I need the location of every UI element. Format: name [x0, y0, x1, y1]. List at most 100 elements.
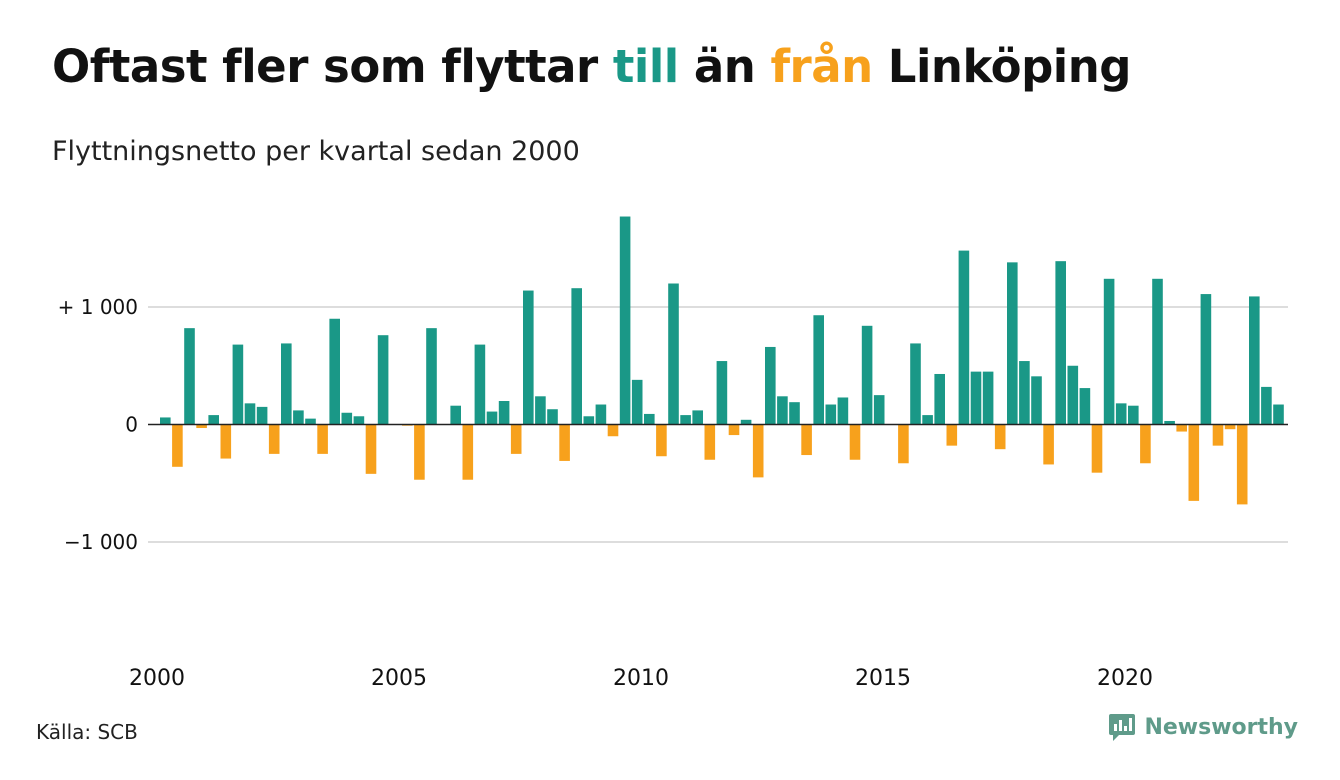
bar [220, 424, 232, 459]
bar [644, 413, 655, 425]
bar [414, 424, 425, 480]
bar [160, 417, 171, 425]
bar [728, 424, 740, 436]
bar [450, 405, 461, 425]
bar [1200, 294, 1212, 425]
bar [873, 395, 885, 425]
bar [559, 424, 570, 461]
bar [1091, 424, 1103, 473]
bar [752, 424, 764, 478]
bar [801, 424, 812, 456]
title-highlight-till: till [612, 40, 679, 93]
x-tick-label: 2015 [855, 666, 911, 691]
bar [1115, 403, 1127, 425]
bar [281, 343, 292, 425]
bar [1188, 424, 1200, 501]
y-tick-label: 0 [125, 413, 138, 437]
brand-name: Newsworthy [1144, 714, 1298, 740]
bar [474, 344, 486, 425]
gridlines [148, 306, 1288, 543]
bar [1261, 386, 1272, 425]
bar [1055, 261, 1066, 425]
bar [765, 346, 776, 425]
bar [777, 396, 788, 425]
y-axis-labels: + 1 000 0 −1 000 [58, 295, 138, 554]
bar [849, 424, 861, 460]
bar [1103, 278, 1115, 425]
bar [486, 411, 498, 425]
bar [910, 343, 921, 425]
bar [317, 424, 328, 454]
bar [1031, 376, 1042, 425]
bar [462, 424, 474, 480]
bar [1273, 404, 1284, 425]
bar [619, 216, 631, 425]
bar [510, 424, 522, 454]
bar [377, 335, 389, 425]
bar [1236, 424, 1248, 505]
bar [365, 424, 377, 474]
bar [535, 396, 546, 425]
bar [692, 410, 703, 425]
bar [523, 290, 534, 425]
bar [607, 424, 619, 437]
bar [1224, 424, 1236, 430]
bar [353, 416, 365, 425]
bar [268, 424, 280, 454]
bar [716, 361, 728, 425]
x-axis-labels: 2000 2005 2010 2015 2020 [129, 666, 1153, 691]
bar [256, 406, 268, 425]
source-note: Källa: SCB [36, 720, 138, 744]
bar [946, 424, 958, 446]
bar [329, 318, 340, 425]
bar [184, 328, 195, 425]
bar [1249, 296, 1260, 425]
bar [426, 328, 437, 425]
chart-title: Oftast fler som flyttar till än från Lin… [52, 40, 1131, 93]
bar [656, 424, 667, 457]
bar [740, 419, 752, 425]
bar [958, 250, 970, 425]
title-part-3: Linköping [872, 40, 1132, 93]
bar [208, 415, 219, 425]
bars [160, 216, 1284, 505]
bar [970, 371, 982, 425]
bar [1079, 388, 1091, 425]
bar [1140, 424, 1151, 464]
bar [813, 315, 824, 425]
bar [982, 371, 994, 425]
bar [994, 424, 1006, 450]
bar [680, 415, 691, 425]
brand-logo: Newsworthy [1108, 712, 1298, 742]
bar [293, 410, 304, 425]
bar [244, 403, 256, 425]
bar [583, 416, 595, 425]
x-tick-label: 2010 [613, 666, 669, 691]
bar [837, 397, 849, 425]
y-tick-label: + 1 000 [58, 295, 138, 319]
bar [232, 344, 244, 425]
bar [668, 283, 679, 425]
bar [922, 415, 933, 425]
bar [631, 379, 643, 425]
x-tick-label: 2005 [371, 666, 427, 691]
y-tick-label: −1 000 [64, 530, 138, 554]
bar [1212, 424, 1224, 446]
bar [595, 404, 607, 425]
bar [898, 424, 909, 464]
bar [341, 412, 353, 425]
bar [1019, 361, 1030, 425]
bar [305, 418, 316, 425]
chart-subtitle: Flyttningsnetto per kvartal sedan 2000 [52, 136, 580, 167]
bar [789, 402, 800, 425]
bar [172, 424, 183, 467]
bar [861, 325, 873, 425]
bar [498, 401, 510, 425]
bar [1067, 365, 1079, 425]
x-tick-label: 2020 [1097, 666, 1153, 691]
bar [571, 288, 582, 425]
bar [825, 404, 837, 425]
title-part-2: än [678, 40, 771, 93]
bar [704, 424, 716, 460]
